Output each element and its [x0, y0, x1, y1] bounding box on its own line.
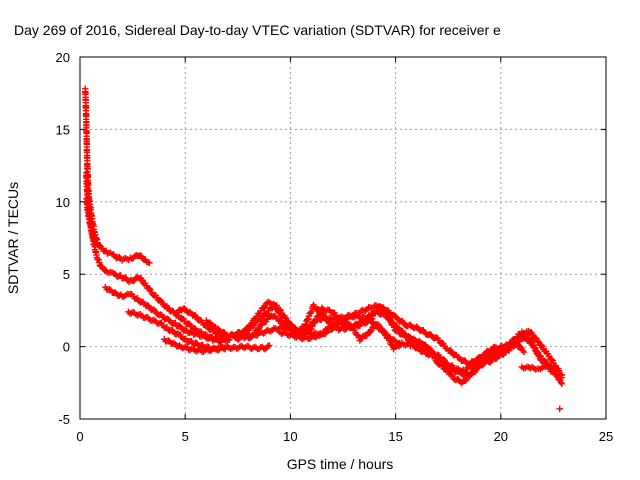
data-point [157, 297, 165, 305]
data-point [266, 342, 273, 349]
data-point [535, 351, 542, 358]
data-point [172, 310, 180, 317]
data-point [440, 355, 447, 363]
data-point [260, 304, 268, 312]
data-point [390, 323, 398, 331]
data-point [182, 335, 190, 342]
data-point [386, 336, 393, 344]
data-point [212, 330, 219, 337]
data-point [549, 367, 557, 375]
data-point [380, 327, 388, 335]
data-point [538, 356, 546, 364]
y-tick-label: 20 [56, 50, 70, 65]
x-tick-label: 10 [283, 429, 297, 444]
x-tick-label: 25 [599, 429, 613, 444]
x-tick-label: 15 [388, 429, 402, 444]
data-point [136, 252, 144, 259]
data-point [523, 331, 531, 338]
data-point [520, 348, 528, 356]
y-tick-label: 10 [56, 195, 70, 210]
data-point [116, 253, 123, 261]
data-point [267, 328, 275, 335]
data-point [182, 326, 189, 333]
y-tick-label: 0 [63, 340, 70, 355]
data-point [558, 374, 566, 381]
data-point [393, 327, 401, 334]
data-point [276, 316, 284, 323]
data-point [538, 341, 545, 349]
data-point [276, 306, 284, 313]
y-tick-label: 5 [63, 267, 70, 282]
data-point [172, 319, 179, 327]
data-point [382, 310, 390, 317]
data-point [386, 315, 393, 322]
data-point [472, 359, 479, 366]
data-point [468, 362, 476, 370]
data-point [442, 365, 450, 373]
data-point [529, 339, 536, 347]
data-point [383, 311, 391, 318]
data-point [96, 242, 104, 249]
grid-lines [80, 57, 606, 419]
data-point [92, 241, 99, 248]
data-point [311, 319, 318, 327]
data-point [185, 320, 192, 327]
data-point [206, 319, 213, 326]
data-point [480, 351, 488, 359]
data-point [111, 289, 119, 296]
x-tick-label: 5 [182, 429, 189, 444]
data-point [395, 343, 403, 350]
data-point [517, 343, 524, 351]
data-point [556, 405, 563, 413]
data-point [176, 322, 183, 330]
x-tick-label: 0 [76, 429, 83, 444]
data-point [410, 335, 418, 342]
data-point [351, 326, 358, 334]
data-point [130, 277, 137, 285]
data-point [408, 339, 416, 347]
data-point [165, 316, 172, 323]
data-point [312, 318, 319, 325]
data-point [150, 316, 158, 323]
plot-frame [79, 56, 607, 420]
data-point [170, 339, 178, 347]
data-point [363, 332, 371, 339]
data-point [558, 380, 566, 388]
data-point [146, 259, 153, 267]
y-tick-label: 15 [56, 122, 70, 137]
data-point [137, 310, 144, 318]
data-point [461, 377, 469, 385]
y-axis-label: SDTVAR / TECUs [5, 182, 21, 294]
data-points [82, 85, 566, 413]
data-point [175, 330, 183, 338]
data-point [413, 323, 420, 330]
data-point [106, 285, 113, 293]
y-tick-label: -5 [58, 412, 70, 427]
x-tick-label: 20 [494, 429, 508, 444]
data-point [534, 337, 541, 345]
x-axis-label: GPS time / hours [287, 456, 394, 472]
data-point [244, 325, 251, 332]
data-point [461, 367, 469, 374]
data-point [373, 307, 380, 315]
data-point [439, 339, 446, 347]
data-point [376, 303, 384, 310]
data-point [536, 352, 543, 359]
data-point [286, 320, 294, 328]
chart-title: Day 269 of 2016, Sidereal Day-to-day VTE… [14, 22, 501, 38]
axis-ticks: 0 5 10 15 20 25 -5 0 5 10 15 20 [56, 50, 614, 444]
data-point [359, 306, 366, 314]
data-point [548, 356, 555, 363]
